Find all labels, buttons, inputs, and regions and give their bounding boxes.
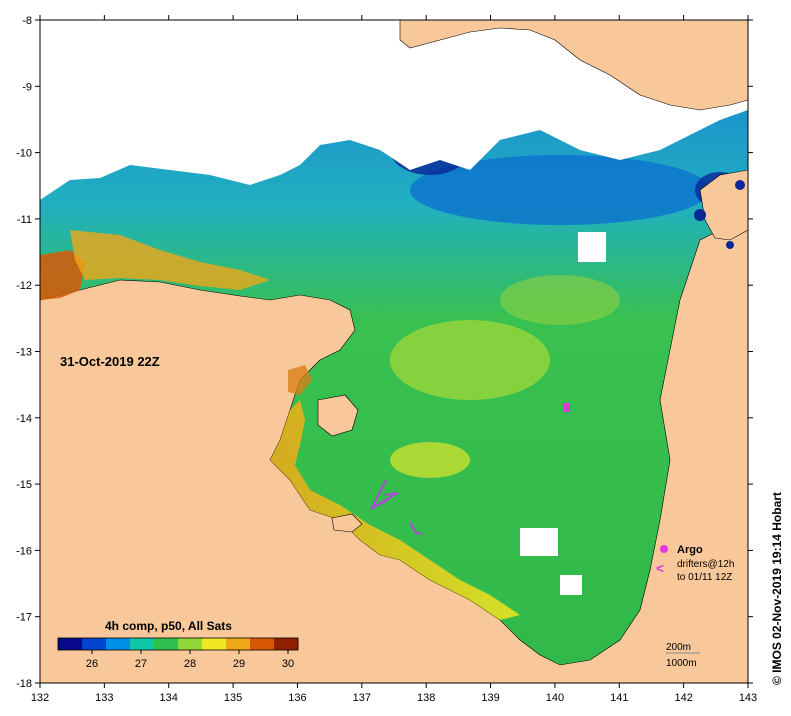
colorbar-swatches xyxy=(58,638,299,650)
cold-speck xyxy=(726,241,734,249)
y-tick-label: -17 xyxy=(16,612,32,624)
map-body xyxy=(40,20,748,683)
land-new-guinea xyxy=(399,20,748,111)
colorbar-tick-label: 30 xyxy=(282,658,294,670)
drifter-legend-label-2: to 01/11 12Z xyxy=(677,572,732,583)
colorbar-swatch xyxy=(178,638,203,650)
island-groote xyxy=(317,394,359,437)
x-tick-label: 136 xyxy=(288,692,306,704)
warm-coastal-band xyxy=(270,400,520,620)
x-tick-label: 137 xyxy=(353,692,371,704)
argo-legend-icon xyxy=(660,545,668,553)
cold-speck xyxy=(694,209,706,221)
colorbar-swatch xyxy=(250,638,275,650)
colorbar-swatch xyxy=(82,638,107,650)
colorbar-swatch xyxy=(58,638,83,650)
drifter-track xyxy=(409,521,423,535)
y-tick-label: -18 xyxy=(16,678,32,690)
y-tick-label: -16 xyxy=(16,545,32,557)
depth-1000m-label: 1000m xyxy=(666,658,697,669)
warm-patch xyxy=(390,442,470,478)
x-tick-label: 135 xyxy=(224,692,242,704)
legend: Argo < drifters@12h to 01/11 12Z xyxy=(656,544,734,583)
date-label: 31-Oct-2019 22Z xyxy=(60,354,160,369)
colorbar-swatch xyxy=(274,638,299,650)
colorbar-frame xyxy=(57,637,299,651)
y-tick-label: -11 xyxy=(17,214,32,226)
cloud-gap xyxy=(560,575,582,595)
warm-patch xyxy=(390,320,550,400)
x-tick-label: 141 xyxy=(610,692,628,704)
x-tick-label: 142 xyxy=(674,692,692,704)
colorbar-tick-label: 29 xyxy=(233,658,245,670)
depth-200m-label: 200m xyxy=(666,642,691,653)
x-tick-label: 133 xyxy=(95,692,113,704)
drifter-tracks xyxy=(369,479,423,535)
depth-legend: 200m 1000m xyxy=(666,642,700,669)
warm-corner xyxy=(40,250,85,300)
drifter-track xyxy=(371,499,389,509)
cool-patch xyxy=(410,155,710,225)
colorbar: 4h comp, p50, All Sats 26 27 28 29 30 xyxy=(57,619,299,670)
warm-patch xyxy=(500,275,620,325)
cloud-mask xyxy=(40,20,748,200)
x-tick-label: 139 xyxy=(481,692,499,704)
colorbar-tick-label: 28 xyxy=(184,658,196,670)
y-tick-label: -14 xyxy=(16,413,32,425)
x-axis: 132 133 134 135 136 137 138 139 140 141 142 143 xyxy=(31,15,757,704)
island-wellesley xyxy=(331,513,363,533)
y-tick-label: -13 xyxy=(16,347,32,359)
argo-float-marker xyxy=(563,403,570,412)
y-tick-label: -8 xyxy=(22,15,32,27)
y-tick-label: -10 xyxy=(16,148,32,160)
colorbar-swatch xyxy=(154,638,179,650)
colorbar-swatch xyxy=(226,638,251,650)
credit-text: © IMOS 02-Nov-2019 19:14 Hobart xyxy=(770,492,784,685)
cold-speck xyxy=(735,180,745,190)
drifter-legend-icon: < xyxy=(656,560,664,576)
cloud-gap xyxy=(520,528,558,556)
x-tick-label: 134 xyxy=(160,692,178,704)
colorbar-ticks: 26 27 28 29 30 xyxy=(86,650,294,670)
warm-inlet xyxy=(288,365,312,395)
colorbar-swatch xyxy=(130,638,155,650)
argo-legend-label: Argo xyxy=(677,544,703,556)
warm-corner xyxy=(70,230,270,290)
y-tick-label: -15 xyxy=(16,479,32,491)
y-tick-label: -9 xyxy=(22,81,32,93)
cloud-gap xyxy=(578,232,606,262)
colorbar-title: 4h comp, p50, All Sats xyxy=(105,619,232,633)
colorbar-swatch xyxy=(106,638,131,650)
y-axis: -8 -9 -10 -11 -12 -13 -14 -15 -16 -17 -18 xyxy=(16,15,753,690)
colorbar-tick-label: 27 xyxy=(135,658,147,670)
x-tick-label: 132 xyxy=(31,692,49,704)
colorbar-tick-label: 26 xyxy=(86,658,98,670)
x-tick-label: 143 xyxy=(739,692,757,704)
drifter-legend-label-1: drifters@12h xyxy=(677,559,734,570)
colorbar-swatch xyxy=(202,638,227,650)
x-tick-label: 140 xyxy=(546,692,564,704)
x-tick-label: 138 xyxy=(417,692,435,704)
y-tick-label: -12 xyxy=(16,280,32,292)
